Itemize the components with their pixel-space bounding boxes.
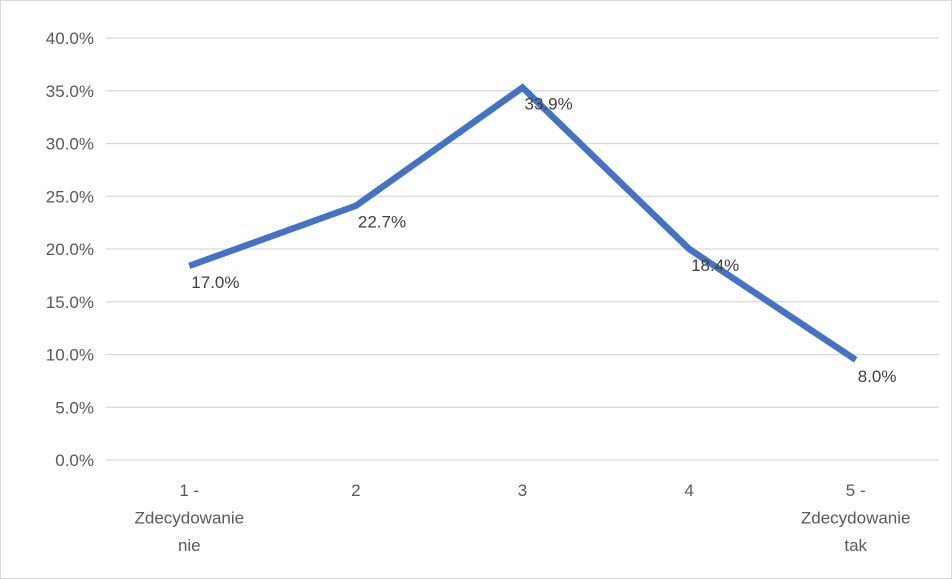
y-tick-label: 40.0%	[46, 29, 94, 48]
x-tick-label: 1 - Zdecydowanie nie	[134, 481, 244, 555]
x-tick-label: 3	[518, 481, 527, 500]
x-tick-label-line: 2	[351, 481, 360, 500]
x-tick-label-line: nie	[178, 536, 201, 555]
y-tick-label: 10.0%	[46, 346, 94, 365]
data-label: 33.9%	[525, 95, 573, 114]
y-tick-label: 20.0%	[46, 240, 94, 259]
x-axis-tick-labels: 1 - Zdecydowanie nie 2 3 4 5 - Zdecydowanie tak	[134, 481, 910, 555]
y-tick-label: 0.0%	[55, 451, 94, 470]
x-tick-label-line: 3	[518, 481, 527, 500]
data-label: 17.0%	[191, 273, 239, 292]
y-tick-label: 35.0%	[46, 82, 94, 101]
data-label: 22.7%	[358, 213, 406, 232]
series-line-path	[188, 83, 858, 363]
x-tick-label: 4	[684, 481, 693, 500]
data-label: 18.4%	[691, 256, 739, 275]
x-tick-label-line: 1 -	[179, 481, 199, 500]
x-tick-label-line: Zdecydowanie	[134, 509, 244, 528]
x-tick-label-line: Zdecydowanie	[801, 509, 911, 528]
x-tick-label-line: 5 -	[846, 481, 866, 500]
y-axis-tick-labels: 0.0% 5.0% 10.0% 15.0% 20.0% 25.0% 30.0% 35.0% 40…	[46, 29, 94, 470]
y-tick-label: 30.0%	[46, 135, 94, 154]
x-tick-label-line: tak	[844, 536, 867, 555]
x-tick-label: 2	[351, 481, 360, 500]
y-tick-label: 25.0%	[46, 187, 94, 206]
data-labels: 17.0% 22.7% 33.9% 18.4% 8.0%	[191, 95, 896, 386]
x-tick-label-line: 4	[684, 481, 693, 500]
series-line	[188, 83, 858, 363]
data-label: 8.0%	[858, 367, 897, 386]
y-tick-label: 15.0%	[46, 293, 94, 312]
x-tick-label: 5 - Zdecydowanie tak	[801, 481, 911, 555]
y-tick-label: 5.0%	[55, 398, 94, 417]
